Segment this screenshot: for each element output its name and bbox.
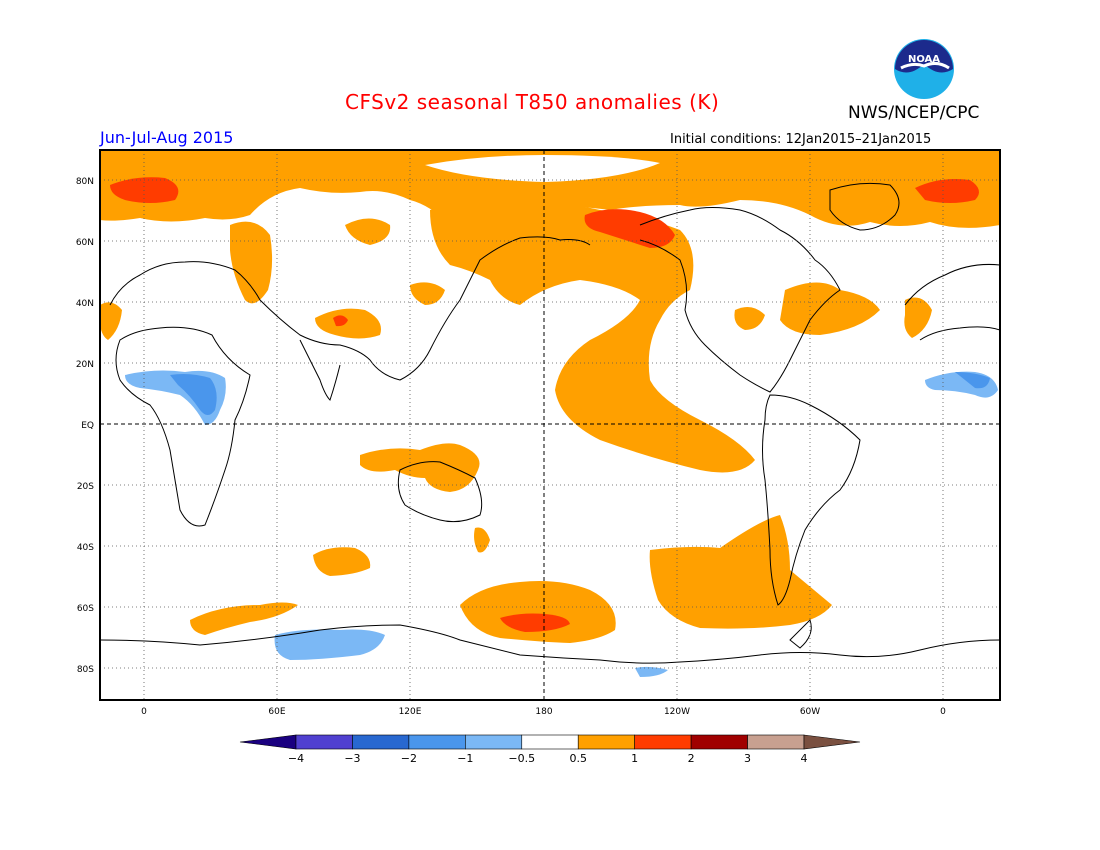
- coastline-europe-east: [904, 264, 1000, 306]
- colorbar-tick-label: 2: [688, 752, 695, 765]
- season-label: Jun-Jul-Aug 2015: [100, 128, 234, 147]
- lon-label: 60W: [800, 707, 820, 717]
- lon-label: 60E: [268, 707, 285, 717]
- anomaly-region-south-pacific: [649, 515, 832, 629]
- colorbar-swatch: [690, 734, 748, 750]
- lon-label: 120W: [664, 707, 690, 717]
- anomaly-region-red-tibet: [333, 315, 348, 327]
- coastlines: [100, 182, 1000, 664]
- lat-label: 80S: [77, 665, 94, 675]
- anomaly-region-central-asia: [345, 218, 391, 245]
- coastline-south-america: [762, 394, 861, 606]
- lat-label: 80N: [76, 177, 94, 187]
- coastline-india: [299, 339, 341, 401]
- anomaly-region-arctic: [100, 150, 1000, 228]
- colorbar-tick-label: 0.5: [569, 752, 587, 765]
- colorbar-swatch: [521, 734, 579, 750]
- lat-label: 60S: [77, 604, 94, 614]
- colorbar-arrow-high: [803, 734, 861, 750]
- lon-label: 120E: [399, 707, 422, 717]
- anomaly-region-west-atlantic-east: [904, 297, 932, 338]
- anomaly-region-europe: [230, 221, 273, 304]
- colorbar-tick-label: −4: [288, 752, 304, 765]
- coastline-australia: [397, 461, 483, 523]
- coastline-eurasia: [109, 236, 591, 381]
- arctic-clear-region: [425, 155, 660, 182]
- lat-label: 20S: [77, 482, 94, 492]
- colorbar-tick-label: −1: [457, 752, 473, 765]
- anomaly-region-southern-ocean-180: [460, 581, 616, 643]
- anomaly-region-blue-antarctic: [274, 629, 385, 660]
- anomaly-region-blue-small-ross: [635, 666, 668, 677]
- colorbar-tick-label: −0.5: [508, 752, 535, 765]
- colorbar-swatch: [577, 734, 635, 750]
- noaa-logo-text: NOAA: [908, 54, 940, 65]
- anomaly-region-atlantic: [780, 282, 880, 335]
- anomaly-region-blue-central-africa: [170, 374, 217, 415]
- anomaly-region-east-asia: [410, 282, 445, 305]
- anomaly-region-antarctic-coast: [190, 602, 298, 635]
- lat-label: 20N: [76, 360, 94, 370]
- coastline-africa: [115, 326, 251, 527]
- anomaly-region-red-alaska: [584, 209, 675, 248]
- lat-label: 40S: [77, 543, 94, 553]
- initial-conditions-label: Initial conditions: 12Jan2015–21Jan2015: [670, 132, 932, 147]
- lat-label: 40N: [76, 299, 94, 309]
- map-title: CFSv2 seasonal T850 anomalies (K): [345, 90, 720, 114]
- colorbar-arrow-low: [239, 734, 297, 750]
- lon-label: 0: [141, 707, 147, 717]
- lat-label: EQ: [81, 421, 94, 431]
- anomaly-region-indian-south-east: [474, 527, 490, 553]
- colorbar-tick-label: 3: [744, 752, 751, 765]
- anomaly-region-blue-africa-east: [955, 372, 990, 389]
- latitude-labels: 80N 60N 40N 20N EQ 20S 40S 60S 80S: [76, 177, 94, 675]
- colorbar-swatch: [295, 734, 353, 750]
- colorbar-tick-label: 4: [801, 752, 808, 765]
- anomaly-region-west-atlantic: [100, 302, 122, 340]
- lon-label: 180: [535, 707, 552, 717]
- anomaly-region-us-east: [734, 306, 765, 330]
- reference-lines: [100, 150, 1000, 700]
- lat-label: 60N: [76, 238, 94, 248]
- colorbar-swatch: [352, 734, 410, 750]
- agency-label: NWS/NCEP/CPC: [848, 103, 980, 123]
- colorbar: −4 −3 −2 −1 −0.5 0.5 1 2 3 4: [239, 734, 861, 765]
- colorbar-swatch: [408, 734, 466, 750]
- colorbar-swatch: [747, 734, 805, 750]
- anomaly-region-maritime-continent: [360, 443, 480, 492]
- coastline-africa-east: [919, 326, 1000, 341]
- anomaly-region-indian-ocean-south: [313, 547, 371, 576]
- colorbar-swatch: [634, 734, 692, 750]
- anomaly-region-tibet: [315, 308, 381, 339]
- colorbar-tick-label: −3: [344, 752, 360, 765]
- noaa-logo: NOAA: [894, 39, 954, 99]
- coastline-greenland: [829, 182, 900, 231]
- colorbar-tick-label: 1: [631, 752, 638, 765]
- anomaly-field: [100, 150, 1000, 677]
- coastline-north-america: [639, 207, 841, 393]
- colorbar-tick-label: −2: [401, 752, 417, 765]
- longitude-labels: 0 60E 120E 180 120W 60W 0: [141, 707, 946, 717]
- coastline-antarctica: [100, 624, 1000, 664]
- map-frame: [99, 149, 1001, 701]
- anomaly-region-north-pacific: [430, 204, 755, 473]
- lon-label: 0: [940, 707, 946, 717]
- coastline-antarctic-peninsula: [789, 619, 812, 649]
- colorbar-swatch: [465, 734, 523, 750]
- anomaly-region-red-southern-ocean: [500, 613, 570, 632]
- anomaly-region-red-greenland-east: [915, 179, 979, 203]
